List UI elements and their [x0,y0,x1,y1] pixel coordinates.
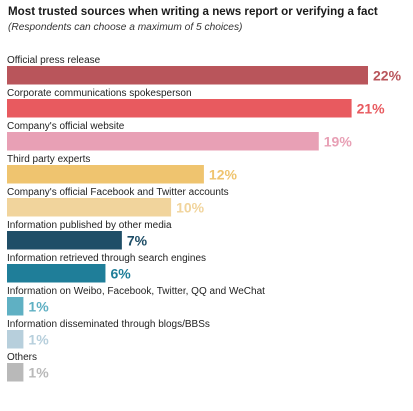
bar [7,198,172,217]
bar [7,99,352,118]
bar [7,330,24,349]
category-label: Others [7,352,37,363]
bar [7,231,122,250]
category-label: Company's official Facebook and Twitter … [7,187,229,198]
category-label: Company's official website [7,121,125,132]
category-label: Information retrieved through search eng… [7,253,206,264]
value-label: 10% [176,199,205,215]
chart-subtitle: (Respondents can choose a maximum of 5 c… [8,22,243,33]
bar [7,165,204,184]
bar [7,132,319,151]
value-label: 7% [127,232,148,248]
category-label: Corporate communications spokesperson [7,88,192,99]
category-label: Third party experts [7,154,90,165]
value-label: 6% [110,265,131,281]
value-label: 22% [373,67,402,83]
bar [7,363,24,382]
value-label: 21% [357,100,386,116]
value-label: 1% [28,298,49,314]
value-label: 12% [209,166,238,182]
value-label: 1% [28,331,49,347]
value-label: 1% [28,364,49,380]
category-label: Information published by other media [7,220,172,231]
value-label: 19% [324,133,353,149]
category-label: Official press release [7,55,101,66]
bar [7,66,368,85]
category-label: Information on Weibo, Facebook, Twitter,… [7,286,265,297]
bar [7,264,106,283]
bar [7,297,24,316]
category-label: Information disseminated through blogs/B… [7,319,210,330]
chart-title: Most trusted sources when writing a news… [8,5,378,18]
